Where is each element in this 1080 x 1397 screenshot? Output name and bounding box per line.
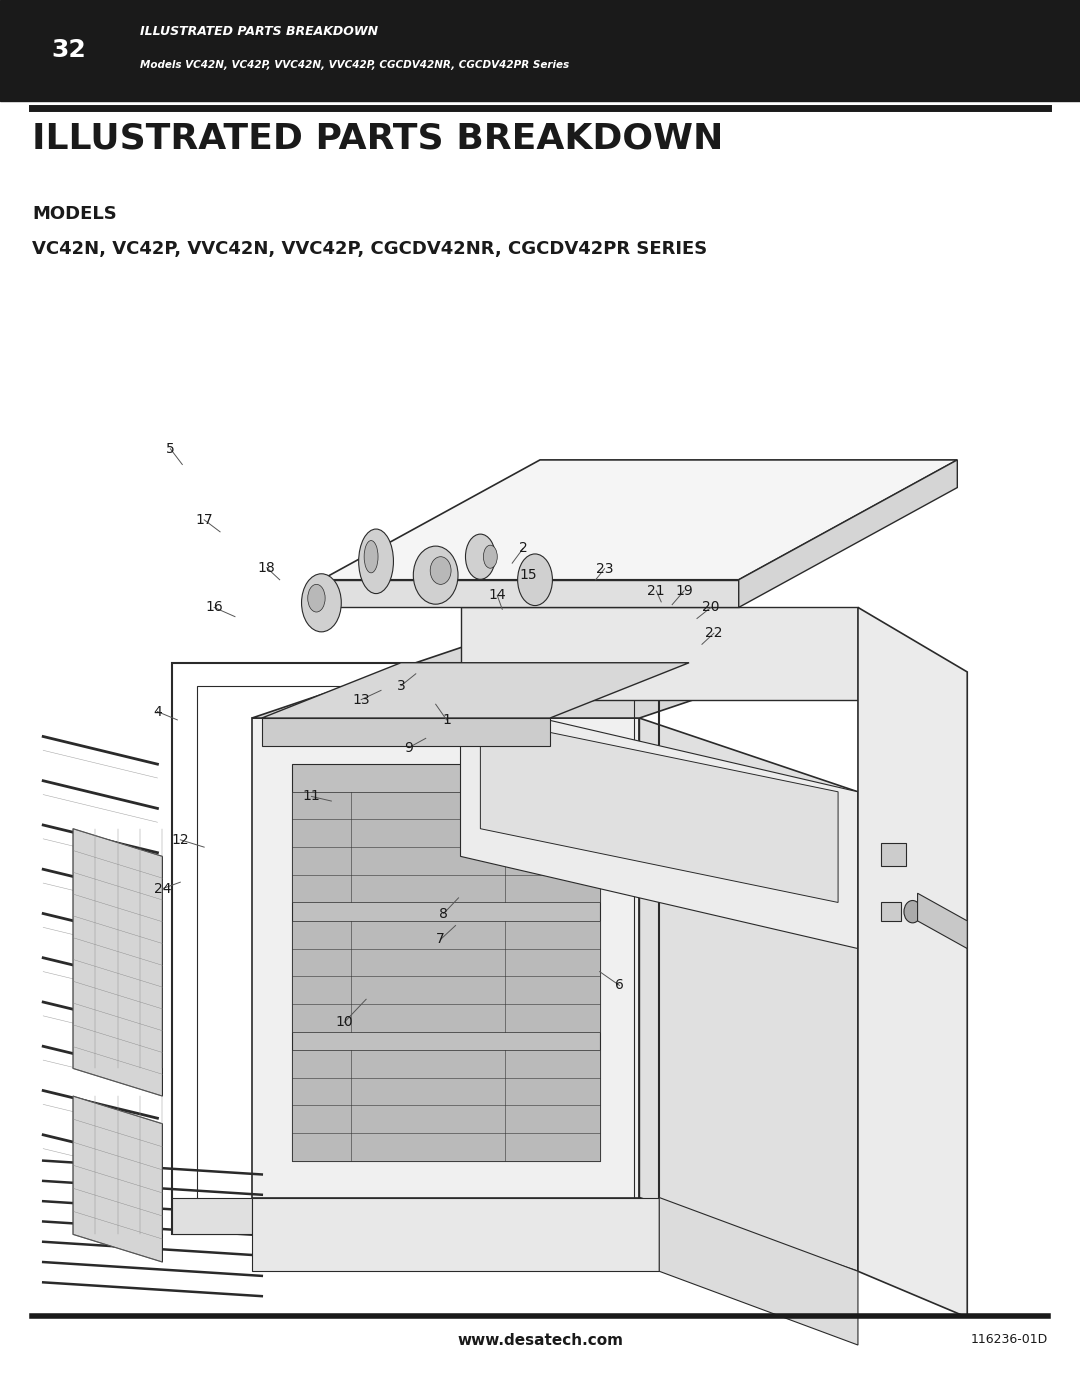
Polygon shape <box>292 921 599 1031</box>
Polygon shape <box>639 718 858 1271</box>
Polygon shape <box>173 1197 252 1235</box>
Polygon shape <box>659 1197 858 1345</box>
Ellipse shape <box>414 546 458 604</box>
Text: 21: 21 <box>647 584 665 598</box>
Text: 3: 3 <box>396 679 405 693</box>
Polygon shape <box>292 764 599 1161</box>
Polygon shape <box>481 718 838 902</box>
Text: 19: 19 <box>675 584 693 598</box>
Polygon shape <box>460 608 858 700</box>
Text: 8: 8 <box>440 907 448 921</box>
Text: 15: 15 <box>519 569 537 583</box>
Polygon shape <box>739 460 957 608</box>
Polygon shape <box>322 580 739 608</box>
Text: 1: 1 <box>442 712 451 726</box>
Ellipse shape <box>364 541 378 573</box>
Polygon shape <box>252 644 858 718</box>
Text: 4: 4 <box>153 704 162 718</box>
Polygon shape <box>292 792 599 902</box>
Polygon shape <box>261 662 689 718</box>
Text: 5: 5 <box>166 441 175 455</box>
Text: 7: 7 <box>436 932 445 946</box>
Text: 10: 10 <box>336 1016 353 1030</box>
Polygon shape <box>322 460 957 580</box>
Text: 12: 12 <box>172 833 189 847</box>
Bar <box>0 0 1080 101</box>
Polygon shape <box>918 893 968 949</box>
Polygon shape <box>73 1097 162 1261</box>
Ellipse shape <box>517 555 553 605</box>
Ellipse shape <box>301 574 341 631</box>
Text: 32: 32 <box>52 38 86 63</box>
Bar <box>30 14 108 87</box>
Text: 2: 2 <box>518 542 527 556</box>
Text: 14: 14 <box>488 588 507 602</box>
Ellipse shape <box>430 556 451 584</box>
Ellipse shape <box>465 534 496 580</box>
Polygon shape <box>460 700 858 949</box>
Polygon shape <box>292 1051 599 1161</box>
Polygon shape <box>252 1197 659 1271</box>
Text: 22: 22 <box>705 626 723 640</box>
Ellipse shape <box>359 529 393 594</box>
Text: 11: 11 <box>302 789 321 803</box>
Text: 116236-01D: 116236-01D <box>970 1333 1048 1345</box>
Polygon shape <box>261 718 550 746</box>
Text: 18: 18 <box>258 560 275 574</box>
Polygon shape <box>252 718 639 1197</box>
Text: ILLUSTRATED PARTS BREAKDOWN: ILLUSTRATED PARTS BREAKDOWN <box>32 122 724 155</box>
Text: 17: 17 <box>195 513 213 527</box>
Ellipse shape <box>308 584 325 612</box>
Circle shape <box>904 901 921 923</box>
Text: www.desatech.com: www.desatech.com <box>457 1333 623 1348</box>
Text: 9: 9 <box>404 740 414 754</box>
Bar <box>881 842 906 866</box>
Text: ILLUSTRATED PARTS BREAKDOWN: ILLUSTRATED PARTS BREAKDOWN <box>140 25 378 38</box>
Polygon shape <box>73 828 162 1097</box>
Text: 24: 24 <box>153 882 172 895</box>
Text: 23: 23 <box>596 562 613 576</box>
Text: 16: 16 <box>205 601 222 615</box>
Text: Models VC42N, VC42P, VVC42N, VVC42P, CGCDV42NR, CGCDV42PR Series: Models VC42N, VC42P, VVC42N, VVC42P, CGC… <box>140 60 569 70</box>
Text: 13: 13 <box>352 693 370 707</box>
Text: MODELS: MODELS <box>32 205 117 224</box>
Polygon shape <box>858 608 968 1317</box>
Ellipse shape <box>484 545 497 569</box>
Text: VC42N, VC42P, VVC42N, VVC42P, CGCDV42NR, CGCDV42PR SERIES: VC42N, VC42P, VVC42N, VVC42P, CGCDV42NR,… <box>32 240 707 258</box>
Text: 20: 20 <box>702 601 719 615</box>
Text: 6: 6 <box>615 978 624 992</box>
Bar <box>881 902 901 921</box>
